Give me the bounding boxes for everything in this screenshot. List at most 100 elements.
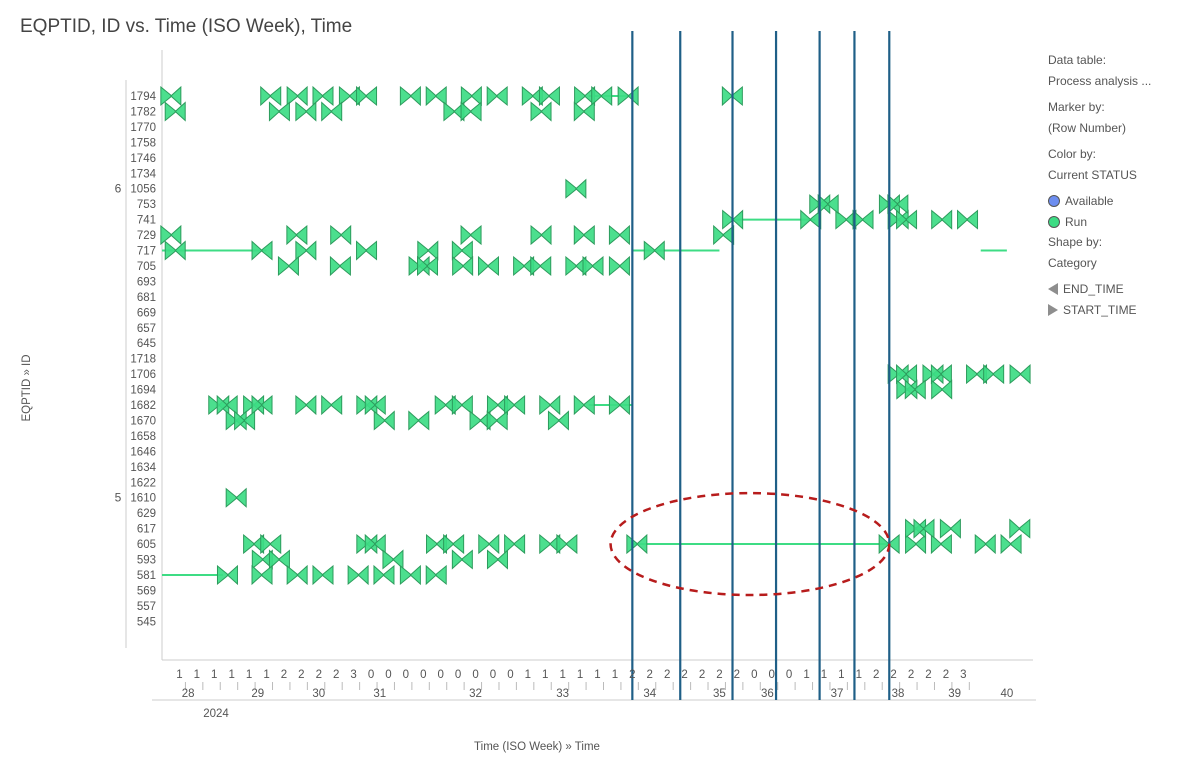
data-point-marker bbox=[835, 209, 848, 230]
data-point-marker bbox=[338, 85, 352, 107]
data-point-marker bbox=[268, 533, 282, 555]
legend-item-run[interactable]: Run bbox=[1048, 212, 1188, 233]
data-point-marker bbox=[930, 363, 943, 385]
data-point-marker bbox=[329, 394, 343, 416]
y-tick-label: 1770 bbox=[130, 122, 156, 134]
x-week-label: 33 bbox=[556, 688, 569, 700]
data-point-marker bbox=[321, 101, 333, 122]
legend-item-available[interactable]: Available bbox=[1048, 191, 1188, 212]
data-point-marker bbox=[470, 85, 482, 107]
x-day-tick-label: 2 bbox=[333, 669, 339, 681]
markers-layer bbox=[160, 85, 1031, 586]
data-point-marker bbox=[496, 549, 508, 570]
x-day-tick-label: 3 bbox=[960, 669, 966, 681]
y-tick-label: 693 bbox=[137, 276, 156, 288]
y-tick-label: 1734 bbox=[130, 168, 156, 180]
data-point-marker bbox=[557, 410, 569, 431]
legend-item-end-time[interactable]: END_TIME bbox=[1048, 279, 1188, 300]
data-point-marker bbox=[243, 533, 256, 555]
x-day-tick-label: 0 bbox=[490, 669, 496, 681]
data-point-marker bbox=[286, 85, 299, 107]
x-day-tick-label: 1 bbox=[194, 669, 200, 681]
data-point-marker bbox=[983, 363, 995, 385]
x-day-tick-label: 2 bbox=[629, 669, 635, 681]
data-point-marker bbox=[922, 518, 935, 539]
circle-icon bbox=[1048, 215, 1060, 228]
y-tick-label: 741 bbox=[137, 215, 156, 227]
data-point-marker bbox=[277, 255, 291, 277]
data-point-marker bbox=[940, 379, 953, 400]
data-point-marker bbox=[618, 394, 630, 416]
data-point-marker bbox=[495, 85, 508, 107]
legend-item-label: Available bbox=[1065, 194, 1114, 208]
legend-marker-by-value[interactable]: (Row Number) bbox=[1048, 120, 1127, 135]
x-day-tick-label: 1 bbox=[577, 669, 583, 681]
data-point-marker bbox=[164, 101, 177, 122]
data-point-marker bbox=[295, 101, 308, 122]
data-point-marker bbox=[383, 410, 395, 431]
y-tick-label: 545 bbox=[137, 616, 156, 628]
data-point-marker bbox=[338, 255, 351, 277]
data-point-marker bbox=[573, 224, 586, 246]
legend-data-table-value[interactable]: Process analysis ... bbox=[1048, 73, 1152, 88]
data-point-marker bbox=[887, 533, 900, 555]
y-tick-label: 753 bbox=[137, 199, 156, 211]
annotation-layer bbox=[609, 491, 891, 597]
data-point-marker bbox=[573, 101, 586, 122]
data-point-marker bbox=[174, 101, 186, 122]
y-tick-label: 617 bbox=[137, 524, 156, 536]
data-point-marker bbox=[913, 379, 926, 400]
data-point-marker bbox=[1018, 518, 1031, 539]
data-point-marker bbox=[461, 255, 474, 277]
data-point-marker bbox=[513, 255, 526, 277]
data-point-marker bbox=[260, 564, 273, 586]
data-point-marker bbox=[914, 533, 927, 555]
legend-color-by-value[interactable]: Current STATUS bbox=[1048, 167, 1137, 182]
data-point-marker bbox=[260, 240, 273, 261]
legend-shape-by-label: Shape by: bbox=[1048, 235, 1103, 249]
legend-item-start-time[interactable]: START_TIME bbox=[1048, 300, 1188, 321]
data-point-marker bbox=[530, 255, 542, 277]
legend-marker-by-label: Marker by: bbox=[1048, 100, 1105, 114]
y-tick-label: 629 bbox=[137, 508, 156, 520]
data-point-marker bbox=[991, 364, 1005, 385]
data-point-marker bbox=[208, 394, 221, 416]
data-point-marker bbox=[408, 410, 420, 431]
y-tick-label: 1758 bbox=[130, 137, 156, 149]
y-tick-label: 557 bbox=[137, 601, 156, 613]
x-day-tick-label: 1 bbox=[559, 669, 565, 681]
data-point-marker bbox=[268, 549, 281, 570]
x-day-tick-label: 0 bbox=[768, 669, 774, 681]
y-tick-label: 1646 bbox=[130, 446, 156, 458]
data-point-marker bbox=[225, 487, 238, 508]
data-point-marker bbox=[1009, 518, 1021, 539]
data-point-marker bbox=[939, 364, 952, 385]
data-point-marker bbox=[512, 394, 526, 416]
data-point-marker bbox=[170, 224, 182, 246]
data-point-marker bbox=[286, 564, 299, 586]
data-point-marker bbox=[392, 549, 404, 570]
data-point-marker bbox=[504, 394, 516, 416]
data-point-marker bbox=[582, 101, 595, 122]
data-point-marker bbox=[878, 533, 890, 555]
x-week-label: 34 bbox=[643, 688, 656, 700]
data-point-marker bbox=[582, 224, 595, 246]
data-point-marker bbox=[364, 533, 376, 555]
data-point-marker bbox=[260, 533, 272, 555]
data-point-marker bbox=[931, 379, 944, 400]
vertical-lines-layer bbox=[631, 31, 891, 700]
data-point-marker bbox=[486, 255, 499, 277]
data-point-marker bbox=[268, 85, 282, 107]
data-point-marker bbox=[809, 194, 822, 215]
data-point-marker bbox=[1000, 533, 1012, 555]
data-point-marker bbox=[539, 533, 552, 555]
data-point-marker bbox=[251, 240, 263, 261]
data-point-marker bbox=[321, 394, 333, 416]
x-day-tick-label: 1 bbox=[246, 669, 252, 681]
y-tick-label: 1056 bbox=[130, 184, 156, 196]
legend-shape-by-value[interactable]: Category bbox=[1048, 255, 1097, 270]
data-point-marker bbox=[939, 518, 953, 539]
y-tick-label: 569 bbox=[137, 585, 156, 597]
data-point-marker bbox=[356, 533, 369, 555]
